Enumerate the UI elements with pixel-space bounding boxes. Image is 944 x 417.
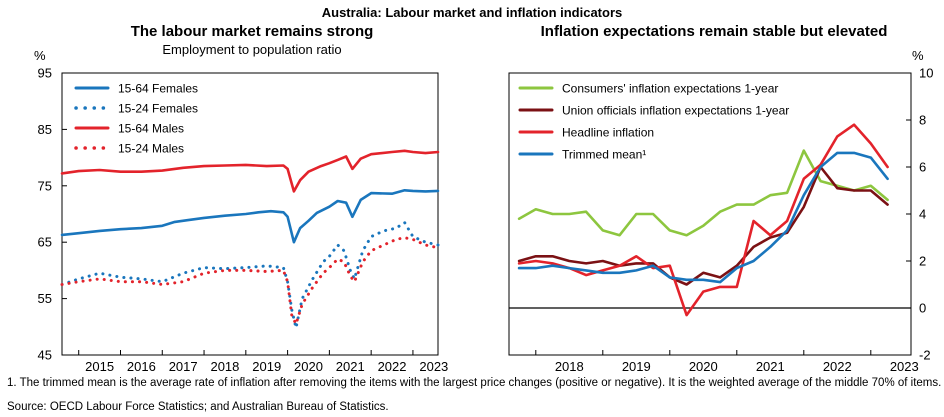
series-line-15-64-females: [60, 189, 440, 244]
x-tick-label: 2020: [689, 359, 718, 374]
y-tick-label: 0: [919, 301, 926, 316]
series-line-union-officials-inflation-expectations-1-year: [517, 165, 889, 286]
x-tick-label: 2021: [756, 359, 785, 374]
right-y-ticks: -2 0 2 4 6 8 10: [906, 66, 933, 363]
y-tick-label: 2: [919, 254, 926, 269]
x-tick-label: 2023: [890, 359, 919, 374]
legend-label-15-24-males: 15-24 Males: [118, 142, 184, 156]
right-series-group: [517, 123, 889, 317]
x-tick-label: 2019: [252, 359, 281, 374]
y-tick-label: 45: [38, 348, 52, 363]
series-line-headline-inflation: [517, 123, 889, 317]
legend-label-15-64-females: 15-64 Females: [118, 82, 198, 96]
source-note: Source: OECD Labour Force Statistics; an…: [7, 401, 389, 413]
y-tick-label: 85: [38, 122, 52, 137]
x-tick-label: 2022: [378, 359, 407, 374]
left-panel-title: The labour market remains strong: [131, 23, 374, 40]
right-y-unit: %: [912, 48, 924, 63]
legend-label-consumers-inflation-expectations-1-year: Consumers' inflation expectations 1-year: [562, 82, 778, 96]
x-tick-label: 2019: [622, 359, 651, 374]
left-y-ticks: 45 55 65 75 85 95: [38, 66, 67, 363]
series-line-15-24-males: [60, 236, 440, 326]
x-tick-label: 2015: [85, 359, 114, 374]
left-panel-subtitle: Employment to population ratio: [162, 42, 341, 57]
right-legend: Consumers' inflation expectations 1-year…: [518, 82, 789, 162]
right-panel: Inflation expectations remain stable but…: [508, 23, 933, 374]
series-line-15-64-males: [60, 149, 440, 193]
x-tick-label: 2020: [294, 359, 323, 374]
right-x-ticks: 2018 2019 2020 2021 2022 2023: [535, 350, 919, 374]
left-legend: 15-64 Females 15-24 Females 15-64 Males 15-…: [74, 82, 198, 156]
footnote: 1. The trimmed mean is the average rate …: [7, 377, 941, 389]
y-tick-label: 6: [919, 160, 926, 175]
series-line-trimmed-mean: [517, 151, 889, 284]
y-tick-label: 65: [38, 235, 52, 250]
y-tick-label: -2: [919, 348, 931, 363]
y-tick-label: 55: [38, 291, 52, 306]
y-tick-label: 8: [919, 113, 926, 128]
legend-label-headline-inflation: Headline inflation: [562, 126, 654, 140]
x-tick-label: 2021: [336, 359, 365, 374]
series-line-consumers-inflation-expectations-1-year: [517, 149, 889, 237]
left-panel: The labour market remains strong Employm…: [34, 23, 448, 374]
x-tick-label: 2018: [555, 359, 584, 374]
y-tick-label: 10: [919, 66, 933, 81]
x-tick-label: 2018: [210, 359, 239, 374]
series-line-15-24-females: [60, 221, 440, 330]
legend-label-trimmed-mean: Trimmed mean¹: [562, 148, 646, 162]
x-tick-label: 2023: [419, 359, 448, 374]
x-tick-label: 2022: [823, 359, 852, 374]
legend-label-15-64-males: 15-64 Males: [118, 122, 184, 136]
y-tick-label: 75: [38, 178, 52, 193]
legend-label-15-24-females: 15-24 Females: [118, 102, 198, 116]
figure-title: Australia: Labour market and inflation i…: [322, 5, 623, 20]
y-tick-label: 4: [919, 207, 926, 222]
legend-label-union-officials-inflation-expectations-1-year: Union officials inflation expectations 1…: [562, 104, 789, 118]
left-series-group: [60, 149, 440, 330]
x-tick-label: 2017: [169, 359, 198, 374]
left-y-unit: %: [34, 48, 46, 63]
x-tick-label: 2016: [127, 359, 156, 374]
right-panel-title: Inflation expectations remain stable but…: [541, 23, 888, 40]
left-x-ticks: 2015 2016 2017 2018 2019 2020 2021 2022 2023: [78, 350, 448, 374]
left-plot-frame: [61, 72, 439, 356]
y-tick-label: 95: [38, 66, 52, 81]
